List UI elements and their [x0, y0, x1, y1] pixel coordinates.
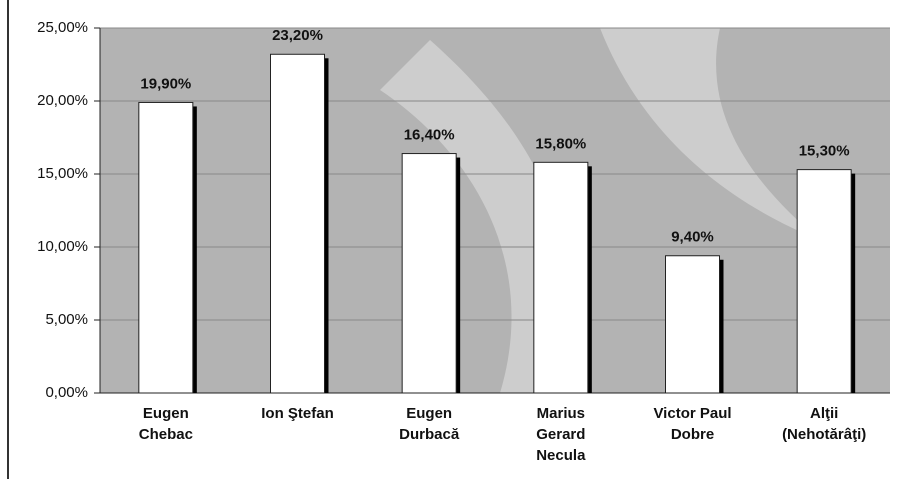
y-tick-label: 25,00%: [37, 19, 88, 36]
x-tick-label: Marius Gerard Necula: [536, 405, 586, 464]
x-tick-label: Ion Ştefan: [261, 405, 334, 422]
x-tick-label: Eugen Chebac: [138, 405, 193, 443]
x-tick-label: Alţii (Nehotărâţi): [782, 405, 867, 443]
value-label: 15,30%: [799, 143, 850, 160]
watermark: [380, 40, 571, 393]
value-label: 15,80%: [535, 135, 586, 152]
y-tick-label: 10,00%: [37, 238, 88, 255]
bar: [665, 255, 720, 394]
bar: [270, 53, 325, 394]
y-tick-label: 20,00%: [37, 92, 88, 109]
y-tick-label: 15,00%: [37, 165, 88, 182]
bar: [533, 161, 589, 394]
plot-area: [100, 28, 890, 393]
bar: [138, 101, 194, 394]
bar: [401, 153, 457, 394]
watermark: [600, 28, 820, 240]
value-label: 9,40%: [671, 229, 714, 246]
value-label: 23,20%: [272, 27, 323, 44]
x-tick-label: Victor Paul Dobre: [653, 405, 732, 443]
y-tick-label: 5,00%: [45, 311, 88, 328]
bar: [796, 169, 852, 394]
y-tick-label: 0,00%: [45, 384, 88, 401]
value-label: 16,40%: [404, 127, 455, 144]
x-tick-label: Eugen Durbacă: [399, 405, 460, 443]
value-label: 19,90%: [140, 75, 191, 92]
